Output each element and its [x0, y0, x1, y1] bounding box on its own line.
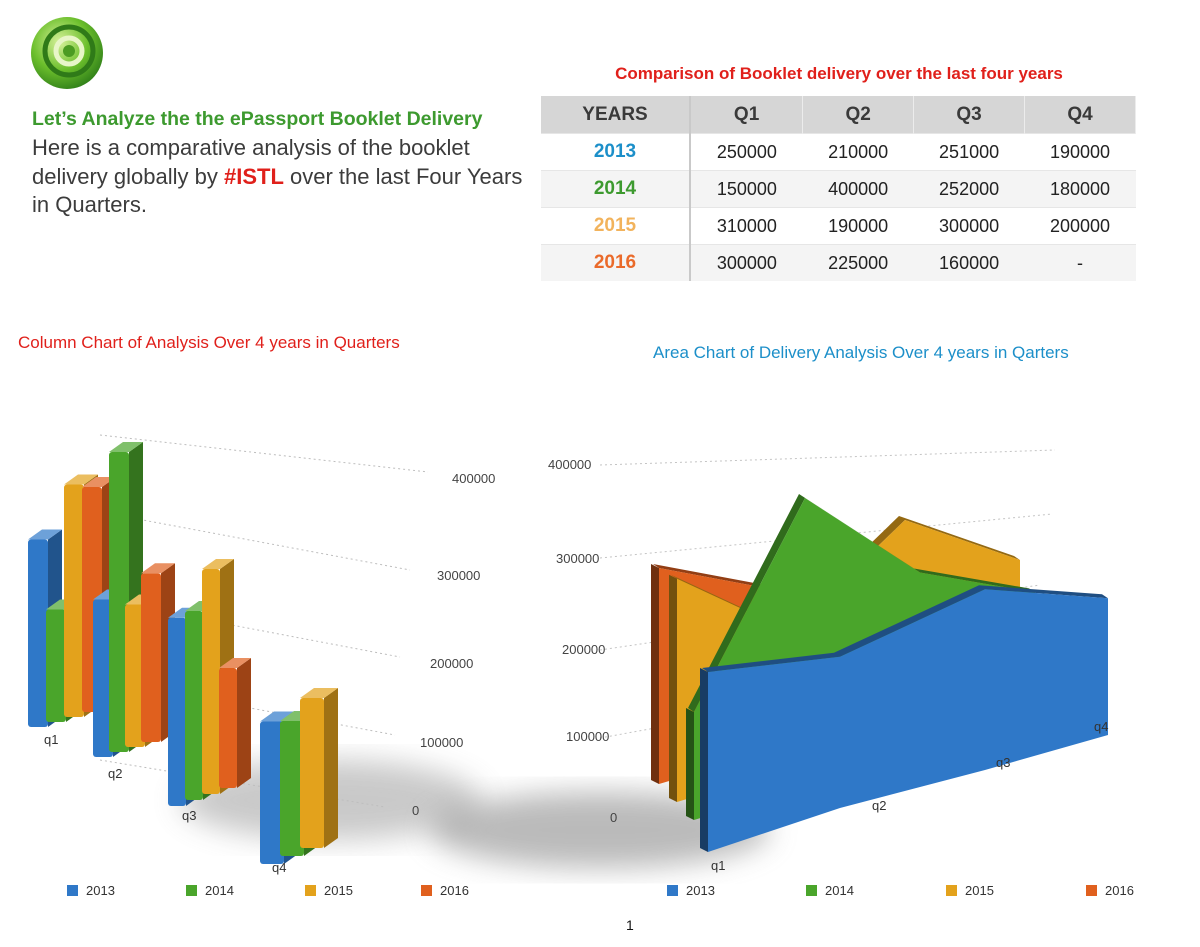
y-tick-label: 200000 [562, 642, 605, 657]
area-side [669, 575, 677, 802]
x-tick-label: q2 [872, 798, 886, 813]
legend-label: 2016 [1105, 883, 1134, 898]
legend-swatch [806, 885, 817, 896]
x-tick-label: q3 [996, 755, 1010, 770]
legend-label: 2013 [686, 883, 715, 898]
legend-swatch [305, 885, 316, 896]
legend-label: 2014 [205, 883, 234, 898]
legend-swatch [67, 885, 78, 896]
x-tick-label: q1 [44, 732, 58, 747]
bar-front [202, 569, 220, 794]
legend-item-2016: 2016 [1086, 883, 1134, 898]
bar-front [46, 610, 66, 723]
bar-front [168, 618, 186, 806]
column-chart-legend: 2013 2014 2015 2016 [0, 883, 560, 901]
legend-label: 2016 [440, 883, 469, 898]
bar-front [28, 540, 48, 728]
legend-item-2016: 2016 [421, 883, 469, 898]
area-chart-legend: 2013 2014 2015 2016 [600, 883, 1200, 901]
legend-swatch [186, 885, 197, 896]
x-tick-label: q1 [711, 858, 725, 873]
x-tick-label: q4 [272, 860, 286, 875]
bar-front [219, 668, 237, 788]
y-tick-label: 400000 [548, 457, 591, 472]
x-tick-label: q4 [1094, 719, 1108, 734]
legend-item-2013: 2013 [67, 883, 115, 898]
legend-swatch [667, 885, 678, 896]
legend-item-2013: 2013 [667, 883, 715, 898]
legend-label: 2015 [324, 883, 353, 898]
x-tick-label: q3 [182, 808, 196, 823]
gridline [100, 435, 428, 472]
gridline [100, 512, 410, 570]
legend-item-2015: 2015 [946, 883, 994, 898]
bar-q3-2016 [219, 658, 251, 788]
bar-front [300, 698, 324, 848]
legend-label: 2015 [965, 883, 994, 898]
legend-item-2014: 2014 [186, 883, 234, 898]
legend-item-2015: 2015 [305, 883, 353, 898]
bar-front [141, 573, 161, 742]
legend-swatch [1086, 885, 1097, 896]
bar-q4-2015 [300, 688, 338, 848]
column-chart: 0 100000 200000 300000 400000 q1 q2 q3 q4 [28, 435, 495, 875]
area-side [651, 564, 659, 784]
legend-label: 2014 [825, 883, 854, 898]
y-tick-label: 400000 [452, 471, 495, 486]
legend-swatch [946, 885, 957, 896]
legend-item-2014: 2014 [806, 883, 854, 898]
bar-side [324, 688, 338, 848]
area-side [686, 708, 694, 820]
area-chart: 0 100000 200000 300000 400000 q1 q2 q3 q4 [430, 450, 1108, 873]
x-tick-label: q2 [108, 766, 122, 781]
bar-front [64, 485, 84, 718]
y-tick-label: 200000 [430, 656, 473, 671]
bar-front [185, 611, 203, 800]
area-side [700, 668, 708, 852]
y-tick-label: 300000 [556, 551, 599, 566]
gridline [600, 450, 1055, 465]
bar-side [237, 658, 251, 788]
legend-label: 2013 [86, 883, 115, 898]
y-tick-label: 300000 [437, 568, 480, 583]
y-tick-label: 0 [412, 803, 419, 818]
page-number: 1 [626, 917, 634, 933]
y-tick-label: 100000 [566, 729, 609, 744]
y-tick-label: 100000 [420, 735, 463, 750]
legend-swatch [421, 885, 432, 896]
y-tick-label: 0 [610, 810, 617, 825]
